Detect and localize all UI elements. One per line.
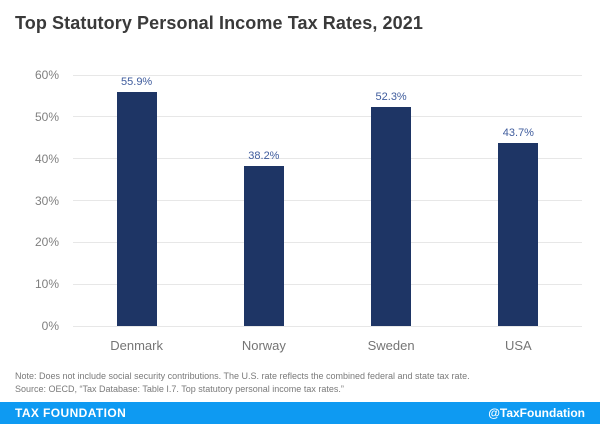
x-axis-label: Denmark <box>110 338 163 353</box>
y-axis-tick-label: 50% <box>34 109 59 124</box>
y-axis-tick-label: 0% <box>41 319 59 333</box>
y-axis-tick-label: 60% <box>34 68 59 82</box>
y-axis-tick-label: 40% <box>34 151 59 166</box>
bar-value-label: 55.9% <box>121 76 153 89</box>
bar-norway <box>243 166 284 326</box>
chart-title: Top Statutory Personal Income Tax Rates,… <box>15 13 423 33</box>
gridline <box>73 200 582 201</box>
gridline <box>73 74 582 76</box>
gridline <box>73 283 582 285</box>
footer-bar: TAX FOUNDATION @TaxFoundation <box>0 402 600 424</box>
x-axis-label: USA <box>505 338 532 353</box>
gridline <box>73 116 582 118</box>
bar-usa <box>498 143 539 326</box>
x-axis-label: Norway <box>241 338 286 353</box>
bar-value-label: 43.7% <box>502 127 534 140</box>
bar-denmark <box>116 92 157 326</box>
bar-sweden <box>371 107 412 326</box>
x-axis-label: Sweden <box>367 338 415 353</box>
bar-value-label: 52.3% <box>375 91 407 104</box>
y-axis-tick-label: 20% <box>34 235 59 250</box>
gridline <box>73 158 582 160</box>
source-text: Source: OECD, “Tax Database: Table I.7. … <box>15 384 344 394</box>
gridline <box>73 241 582 243</box>
bar-value-label: 38.2% <box>248 150 280 163</box>
brand-name: TAX FOUNDATION <box>15 406 127 420</box>
y-axis-tick-label: 30% <box>34 193 59 208</box>
chart-notes: Note: Does not include social security c… <box>15 370 470 396</box>
note-text: Note: Does not include social security c… <box>15 371 470 381</box>
twitter-handle: @TaxFoundation <box>488 406 585 420</box>
y-axis-tick-label: 10% <box>34 277 59 292</box>
gridline <box>73 325 582 327</box>
chart-plot-area: 0% 10% 20% 30% 40% 50% 60% 55.9% Denmark 38.2% Nor… <box>35 68 582 353</box>
